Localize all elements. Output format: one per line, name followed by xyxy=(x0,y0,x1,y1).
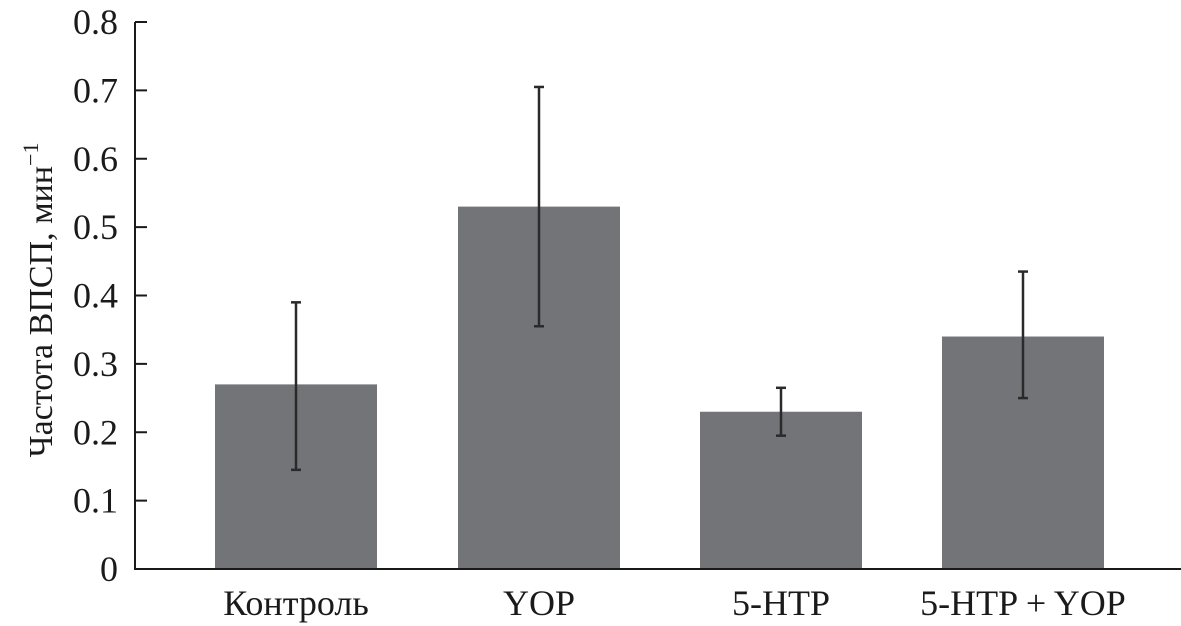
bar xyxy=(700,411,862,569)
x-tick-label: 5-HTP + YOP xyxy=(920,583,1126,623)
x-tick-label: Контроль xyxy=(223,583,369,623)
y-tick-label: 0.8 xyxy=(73,2,118,42)
y-tick-label: 0.7 xyxy=(73,70,118,110)
y-tick-label: 0.2 xyxy=(73,412,118,452)
y-tick-label: 0.6 xyxy=(73,139,118,179)
y-tick-label: 0.1 xyxy=(73,481,118,521)
y-tick-label: 0.4 xyxy=(73,276,118,316)
y-tick-label: 0.3 xyxy=(73,344,118,384)
y-tick-label: 0.5 xyxy=(73,207,118,247)
x-tick-label: YOP xyxy=(503,583,575,623)
y-axis-label: Частота ВПСП, мин−1 xyxy=(18,143,60,458)
x-tick-label: 5-HTP xyxy=(732,583,830,623)
y-tick-label: 0 xyxy=(100,549,118,589)
